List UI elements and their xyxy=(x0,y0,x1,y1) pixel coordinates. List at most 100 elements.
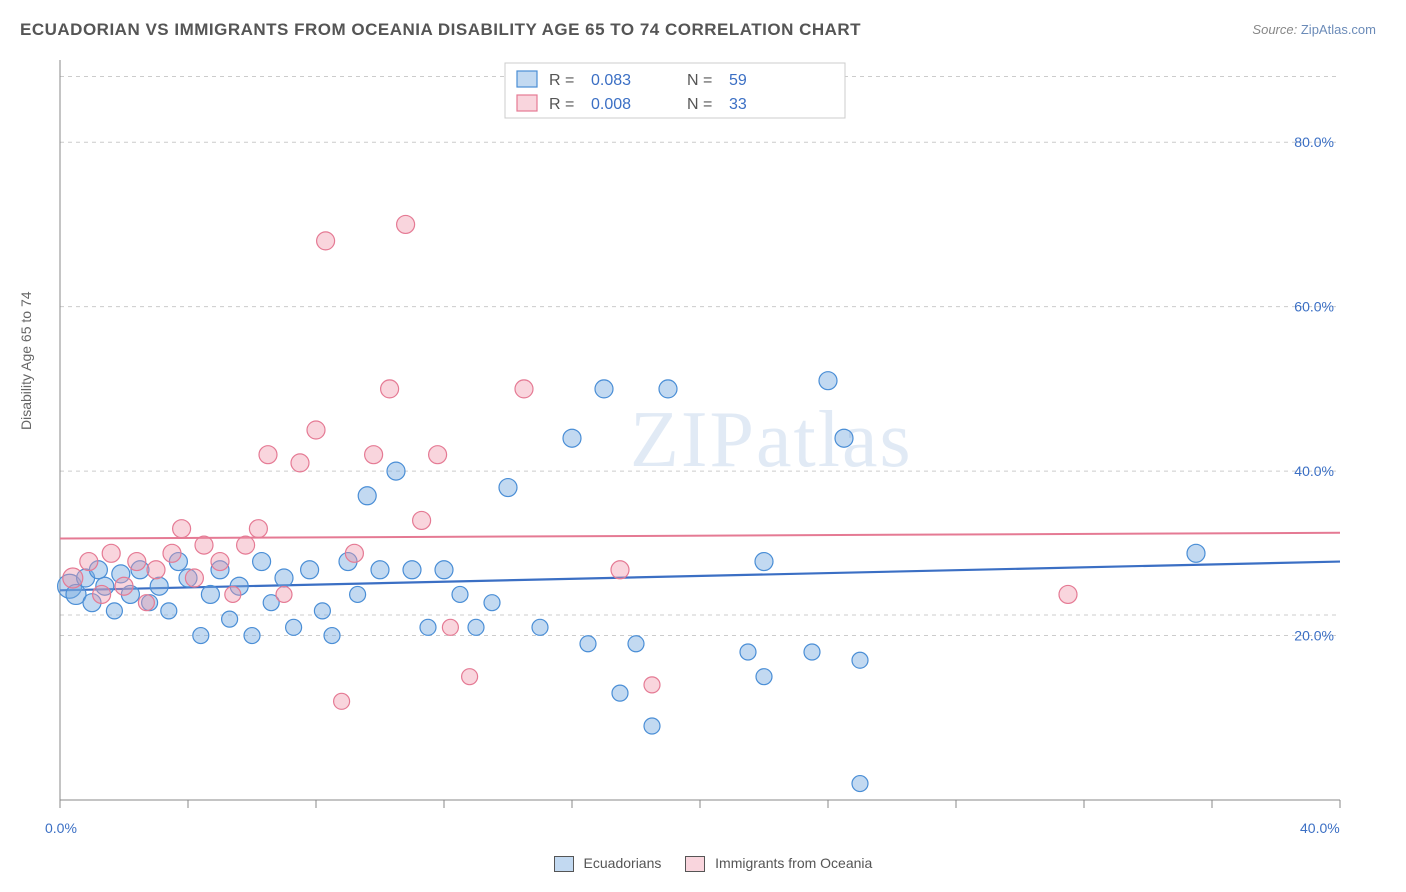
data-point xyxy=(429,446,447,464)
data-point xyxy=(452,586,468,602)
y-tick-label: 20.0% xyxy=(1294,628,1334,644)
data-point xyxy=(314,603,330,619)
data-point xyxy=(612,685,628,701)
data-point xyxy=(115,577,133,595)
scatter-chart: 20.0% 40.0% 60.0% 80.0% R = 0.083 N = 59 R = 0… xyxy=(50,55,1350,815)
data-point xyxy=(852,652,868,668)
data-point xyxy=(515,380,533,398)
y-axis-label: Disability Age 65 to 74 xyxy=(18,291,34,430)
legend-label-oceania: Immigrants from Oceania xyxy=(715,855,872,871)
data-point xyxy=(317,232,335,250)
data-point xyxy=(484,595,500,611)
data-point xyxy=(93,585,111,603)
data-point xyxy=(259,446,277,464)
data-point xyxy=(420,619,436,635)
data-point xyxy=(435,561,453,579)
legend-r-label: R = xyxy=(549,72,574,89)
data-point xyxy=(211,553,229,571)
data-point xyxy=(80,553,98,571)
data-point xyxy=(301,561,319,579)
data-point xyxy=(413,511,431,529)
chart-title: ECUADORIAN VS IMMIGRANTS FROM OCEANIA DI… xyxy=(20,20,861,40)
legend-swatch-blue xyxy=(517,71,537,87)
data-point xyxy=(163,544,181,562)
x-tick-label-min: 0.0% xyxy=(45,820,77,836)
y-tick-label: 40.0% xyxy=(1294,463,1334,479)
data-point xyxy=(173,520,191,538)
data-point xyxy=(249,520,267,538)
data-point xyxy=(835,429,853,447)
data-point xyxy=(276,586,292,602)
data-point xyxy=(324,628,340,644)
data-point xyxy=(462,669,478,685)
data-point xyxy=(740,644,756,660)
data-point xyxy=(185,569,203,587)
data-point xyxy=(237,536,255,554)
data-point xyxy=(365,446,383,464)
data-point xyxy=(106,603,122,619)
data-point xyxy=(755,553,773,571)
y-tick-label: 60.0% xyxy=(1294,299,1334,315)
data-point xyxy=(580,636,596,652)
data-point xyxy=(345,544,363,562)
data-point xyxy=(442,619,458,635)
data-point xyxy=(468,619,484,635)
data-point xyxy=(138,595,154,611)
legend-r-label: R = xyxy=(549,96,574,113)
data-point xyxy=(563,429,581,447)
legend-r-value-pink: 0.008 xyxy=(591,96,631,113)
ecuadorians-trend xyxy=(60,562,1340,591)
data-point xyxy=(532,619,548,635)
data-point xyxy=(403,561,421,579)
data-point xyxy=(387,462,405,480)
bottom-legend: Ecuadorians Immigrants from Oceania xyxy=(0,855,1406,872)
data-point xyxy=(244,628,260,644)
data-point xyxy=(819,372,837,390)
data-point xyxy=(286,619,302,635)
data-point xyxy=(644,677,660,693)
data-point xyxy=(63,568,83,588)
data-point xyxy=(334,693,350,709)
data-point xyxy=(128,553,146,571)
x-tick-label-max: 40.0% xyxy=(1300,820,1340,836)
data-point xyxy=(1187,544,1205,562)
data-point xyxy=(1059,585,1077,603)
legend-n-value-pink: 33 xyxy=(729,96,747,113)
data-point xyxy=(307,421,325,439)
data-point xyxy=(150,577,168,595)
data-point xyxy=(659,380,677,398)
data-point xyxy=(350,586,366,602)
source-name: ZipAtlas.com xyxy=(1301,22,1376,37)
data-point xyxy=(291,454,309,472)
data-point xyxy=(595,380,613,398)
data-point xyxy=(195,536,213,554)
data-point xyxy=(161,603,177,619)
data-point xyxy=(222,611,238,627)
legend-swatch-oceania xyxy=(685,856,705,872)
source-attribution: Source: ZipAtlas.com xyxy=(1252,22,1376,37)
data-point xyxy=(499,479,517,497)
data-point xyxy=(756,669,772,685)
legend-label-ecuadorians: Ecuadorians xyxy=(584,855,662,871)
data-point xyxy=(611,561,629,579)
data-point xyxy=(644,718,660,734)
chart-svg: 20.0% 40.0% 60.0% 80.0% R = 0.083 N = 59 R = 0… xyxy=(50,55,1350,815)
legend-n-value-blue: 59 xyxy=(729,72,747,89)
data-point xyxy=(397,215,415,233)
legend-swatch-ecuadorians xyxy=(554,856,574,872)
data-point xyxy=(371,561,389,579)
source-label: Source: xyxy=(1252,22,1297,37)
y-tick-label: 80.0% xyxy=(1294,134,1334,150)
data-point xyxy=(147,561,165,579)
data-point xyxy=(201,585,219,603)
data-point xyxy=(253,553,271,571)
data-point xyxy=(102,544,120,562)
legend-n-label: N = xyxy=(687,96,712,113)
data-point xyxy=(225,586,241,602)
data-point xyxy=(381,380,399,398)
data-point xyxy=(628,636,644,652)
legend-r-value-blue: 0.083 xyxy=(591,72,631,89)
legend-swatch-pink xyxy=(517,95,537,111)
data-point xyxy=(852,776,868,792)
data-point xyxy=(193,628,209,644)
